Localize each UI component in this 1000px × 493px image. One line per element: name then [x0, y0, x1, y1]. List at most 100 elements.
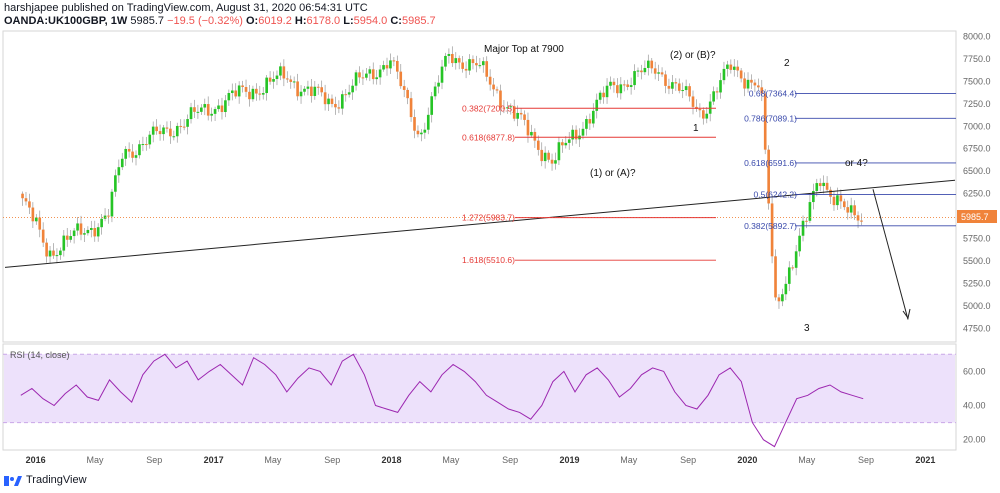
rsi-tick-label: 20.00 — [963, 435, 986, 445]
candle-body — [334, 103, 337, 108]
candle-body — [818, 183, 822, 187]
candle-body — [437, 82, 440, 87]
candle-body — [145, 144, 148, 146]
candle-body — [206, 104, 210, 116]
candle-body — [633, 71, 636, 86]
price-tick-label: 5500.0 — [963, 256, 991, 266]
candle-body — [285, 78, 289, 80]
candle-body — [292, 81, 296, 83]
candle-body — [382, 65, 385, 70]
candle-body — [746, 79, 750, 89]
candle-body — [512, 106, 516, 119]
candle-body — [664, 74, 667, 86]
candle-body — [117, 167, 121, 176]
fib-level-label: 1.618(5510.6) — [462, 255, 515, 265]
x-tick-label: 2018 — [382, 455, 402, 465]
candle-body — [361, 77, 365, 79]
candle-body — [378, 69, 382, 78]
symbol-label: OANDA:UK100GBP, 1W — [4, 15, 128, 27]
candle-body — [519, 112, 523, 115]
x-tick-label: May — [798, 455, 816, 465]
candle-body — [220, 105, 224, 113]
candle-body — [148, 134, 152, 145]
candle-body — [351, 85, 354, 93]
candle-body — [509, 106, 513, 108]
candle-body — [134, 155, 138, 158]
candle-body — [536, 140, 540, 150]
candle-body — [138, 144, 141, 156]
candle-body — [86, 229, 90, 234]
candle-body — [557, 142, 561, 161]
candle-body — [303, 88, 306, 92]
price-change: −19.5 (−0.32%) — [167, 15, 243, 27]
candle-body — [657, 72, 660, 74]
candle-body — [172, 136, 176, 138]
candle-body — [440, 66, 444, 83]
candle-body — [698, 109, 702, 111]
publisher-line: harshjapee published on TradingView.com,… — [4, 2, 368, 14]
candle-body — [640, 70, 643, 73]
candle-body — [124, 148, 128, 159]
candle-body — [337, 107, 341, 109]
projection-arrow-line — [872, 189, 909, 320]
candle-body — [368, 69, 372, 74]
candle-body — [684, 86, 688, 91]
candle-body — [561, 142, 564, 146]
candle-body — [76, 223, 79, 231]
price-tick-label: 4750.0 — [963, 324, 991, 334]
candle-body — [805, 220, 808, 222]
candle-body — [533, 131, 537, 141]
candle-body — [165, 127, 169, 129]
candle-body — [832, 196, 836, 206]
candle-body — [653, 68, 657, 74]
candle-body — [457, 58, 461, 63]
candle-body — [28, 201, 31, 208]
candle-body — [547, 152, 550, 160]
low-value: 5954.0 — [353, 15, 388, 27]
candle-body — [162, 127, 165, 135]
price-tick-label: 5750.0 — [963, 234, 991, 244]
candle-body — [609, 81, 612, 86]
x-tick-label: 2017 — [204, 455, 224, 465]
candle-body — [420, 132, 423, 135]
candle-body — [365, 73, 368, 78]
candle-body — [860, 220, 863, 222]
wave-annotation: (2) or (B)? — [670, 50, 716, 61]
candle-body — [210, 113, 213, 116]
candle-body — [48, 250, 52, 257]
candle-body — [722, 68, 726, 81]
candle-body — [712, 91, 715, 102]
candle-body — [193, 107, 196, 112]
candle-body — [100, 218, 103, 228]
candle-body — [79, 223, 83, 235]
candle-body — [251, 88, 255, 100]
candle-body — [829, 189, 832, 197]
candle-body — [34, 217, 38, 222]
price-tick-label: 7500.0 — [963, 76, 991, 86]
candle-body — [395, 60, 399, 72]
candle-body — [24, 198, 28, 202]
candle-body — [708, 101, 712, 114]
candle-body — [244, 87, 248, 92]
price-tick-label: 6500.0 — [963, 166, 991, 176]
candle-body — [605, 85, 609, 98]
x-tick-label: Sep — [146, 455, 162, 465]
fib-level-label: 0.382(7200.5) — [462, 103, 515, 113]
candle-body — [646, 60, 650, 68]
price-tick-label: 7000.0 — [963, 121, 991, 131]
tradingview-logo[interactable]: TradingView — [4, 474, 87, 486]
candle-body — [248, 91, 251, 100]
candle-body — [258, 93, 262, 95]
candle-body — [265, 77, 268, 94]
candle-body — [540, 149, 544, 162]
candle-body — [478, 65, 482, 67]
candle-body — [571, 129, 574, 140]
candle-body — [289, 79, 293, 82]
candle-body — [444, 55, 447, 67]
candle-body — [213, 109, 217, 114]
candle-body — [45, 242, 48, 257]
candle-body — [217, 105, 220, 110]
candle-body — [430, 96, 434, 115]
fib-level-label: 1.272(5983.7) — [462, 213, 515, 223]
